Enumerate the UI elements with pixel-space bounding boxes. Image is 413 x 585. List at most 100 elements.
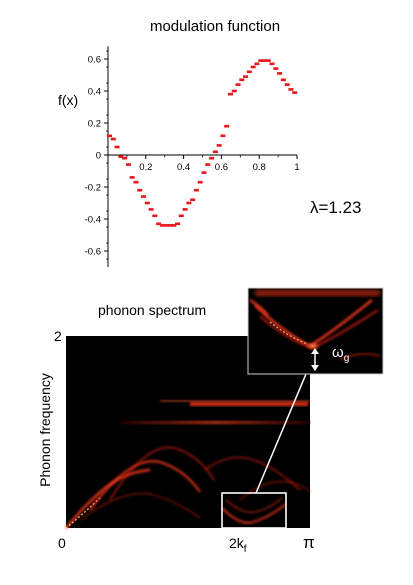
spectrum-x-tick-2kf: 2kf: [229, 535, 247, 555]
data-point-dot: [278, 72, 281, 75]
spectrum-acoustic-branch: [65, 468, 151, 529]
data-point: [265, 59, 271, 62]
modulation-y-tick-label: -0.4: [85, 215, 101, 226]
data-point: [284, 83, 290, 86]
data-point-dot: [159, 224, 162, 227]
modulation-axes: 0.6 0.4 0.2 0 -0.2 -0.4 -0.6 0.2 0.4 0.6 0.8 1: [85, 46, 300, 267]
data-point: [182, 208, 188, 211]
data-point: [137, 188, 143, 192]
modulation-y-tick-label: -0.2: [85, 183, 101, 194]
data-point-dot: [233, 89, 236, 93]
data-point: [193, 188, 199, 192]
data-point-dot: [292, 91, 295, 94]
data-point-dot: [152, 214, 155, 218]
data-point: [175, 222, 181, 226]
data-point-dot: [290, 88, 292, 91]
data-point: [171, 224, 177, 227]
data-point: [190, 198, 196, 202]
data-point-dot: [231, 92, 233, 96]
data-point-dot: [229, 92, 232, 96]
data-point-dot: [186, 201, 189, 205]
data-point-dot: [210, 156, 213, 160]
data-point: [280, 78, 286, 82]
data-point: [246, 70, 252, 74]
modulation-y-tick-label: -0.6: [85, 247, 101, 258]
data-point-dot: [280, 72, 283, 75]
data-point-dot: [148, 201, 150, 205]
data-point-dot: [132, 176, 135, 179]
data-point-dot: [197, 188, 199, 192]
data-point-dot: [153, 214, 156, 218]
zoom-dots: [269, 321, 309, 345]
data-point-dot: [157, 222, 160, 226]
data-point-dot: [287, 83, 290, 86]
data-point-dot: [197, 180, 200, 184]
data-point-dot: [193, 198, 196, 202]
data-point-dot: [144, 201, 147, 205]
modulation-points: [107, 59, 298, 227]
data-point-dot: [269, 62, 272, 66]
data-point-dot: [182, 214, 184, 218]
data-point-dot: [284, 83, 287, 86]
data-point-dot: [265, 59, 268, 62]
data-point-dot: [180, 214, 183, 218]
data-point-dot: [150, 208, 152, 211]
data-point-dot: [135, 180, 137, 184]
data-point-dot: [125, 156, 128, 160]
data-point-dot: [110, 137, 113, 141]
data-point-dot: [178, 222, 181, 226]
data-point-dot: [201, 171, 204, 174]
data-point-dot: [250, 70, 252, 74]
data-point-dot: [116, 145, 118, 149]
data-point-dot: [231, 89, 234, 93]
data-point: [118, 155, 124, 158]
modulation-x-tick-label: 0.2: [139, 162, 152, 173]
data-point-dot: [113, 137, 116, 141]
data-point-dot: [272, 62, 275, 66]
data-point-dot: [107, 134, 109, 138]
data-point-dot: [148, 208, 151, 211]
data-point-dot: [185, 208, 188, 211]
data-point: [250, 65, 256, 69]
data-point-dot: [246, 70, 249, 74]
modulation-x-tick-label: 0.8: [253, 162, 266, 173]
data-point-dot: [216, 150, 218, 154]
data-point: [277, 72, 283, 75]
data-point: [254, 62, 260, 66]
data-point-dot: [144, 195, 147, 198]
data-point-dot: [214, 150, 217, 154]
data-point-dot: [165, 224, 168, 227]
data-point: [114, 145, 120, 149]
tick-2k-text: 2k: [229, 535, 244, 551]
data-point-dot: [131, 176, 134, 179]
data-point-dot: [237, 83, 239, 86]
data-point-dot: [191, 198, 194, 202]
data-point-dot: [222, 134, 224, 138]
data-point: [144, 201, 150, 205]
data-point: [197, 180, 203, 184]
zoom-lower-right: [339, 352, 381, 361]
data-point: [205, 163, 211, 166]
data-point-dot: [263, 59, 266, 62]
data-point-dot: [225, 124, 228, 128]
data-point-dot: [200, 180, 203, 184]
data-point-dot: [295, 91, 298, 94]
data-point-dot: [203, 171, 205, 174]
data-point-dot: [178, 214, 181, 218]
data-point: [288, 88, 294, 91]
data-point: [186, 201, 192, 205]
zoom-box: [221, 492, 287, 529]
data-point-dot: [190, 198, 192, 202]
data-point-dot: [235, 83, 238, 86]
data-point-dot: [288, 88, 291, 91]
modulation-y-label: f(x): [58, 92, 79, 108]
lambda-annotation: λ=1.23: [310, 198, 362, 217]
data-point-dot: [224, 124, 226, 128]
data-point-dot: [161, 224, 164, 227]
data-point-dot: [250, 65, 253, 69]
modulation-x-tick-label: 0.4: [177, 162, 190, 173]
omega-arrow-head-down: [311, 365, 319, 371]
data-point-dot: [219, 144, 222, 147]
data-point-dot: [268, 59, 271, 62]
data-point-dot: [284, 78, 286, 82]
